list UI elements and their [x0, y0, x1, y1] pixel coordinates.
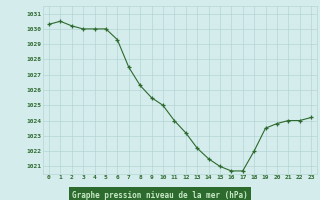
Text: Graphe pression niveau de la mer (hPa): Graphe pression niveau de la mer (hPa): [72, 190, 248, 200]
